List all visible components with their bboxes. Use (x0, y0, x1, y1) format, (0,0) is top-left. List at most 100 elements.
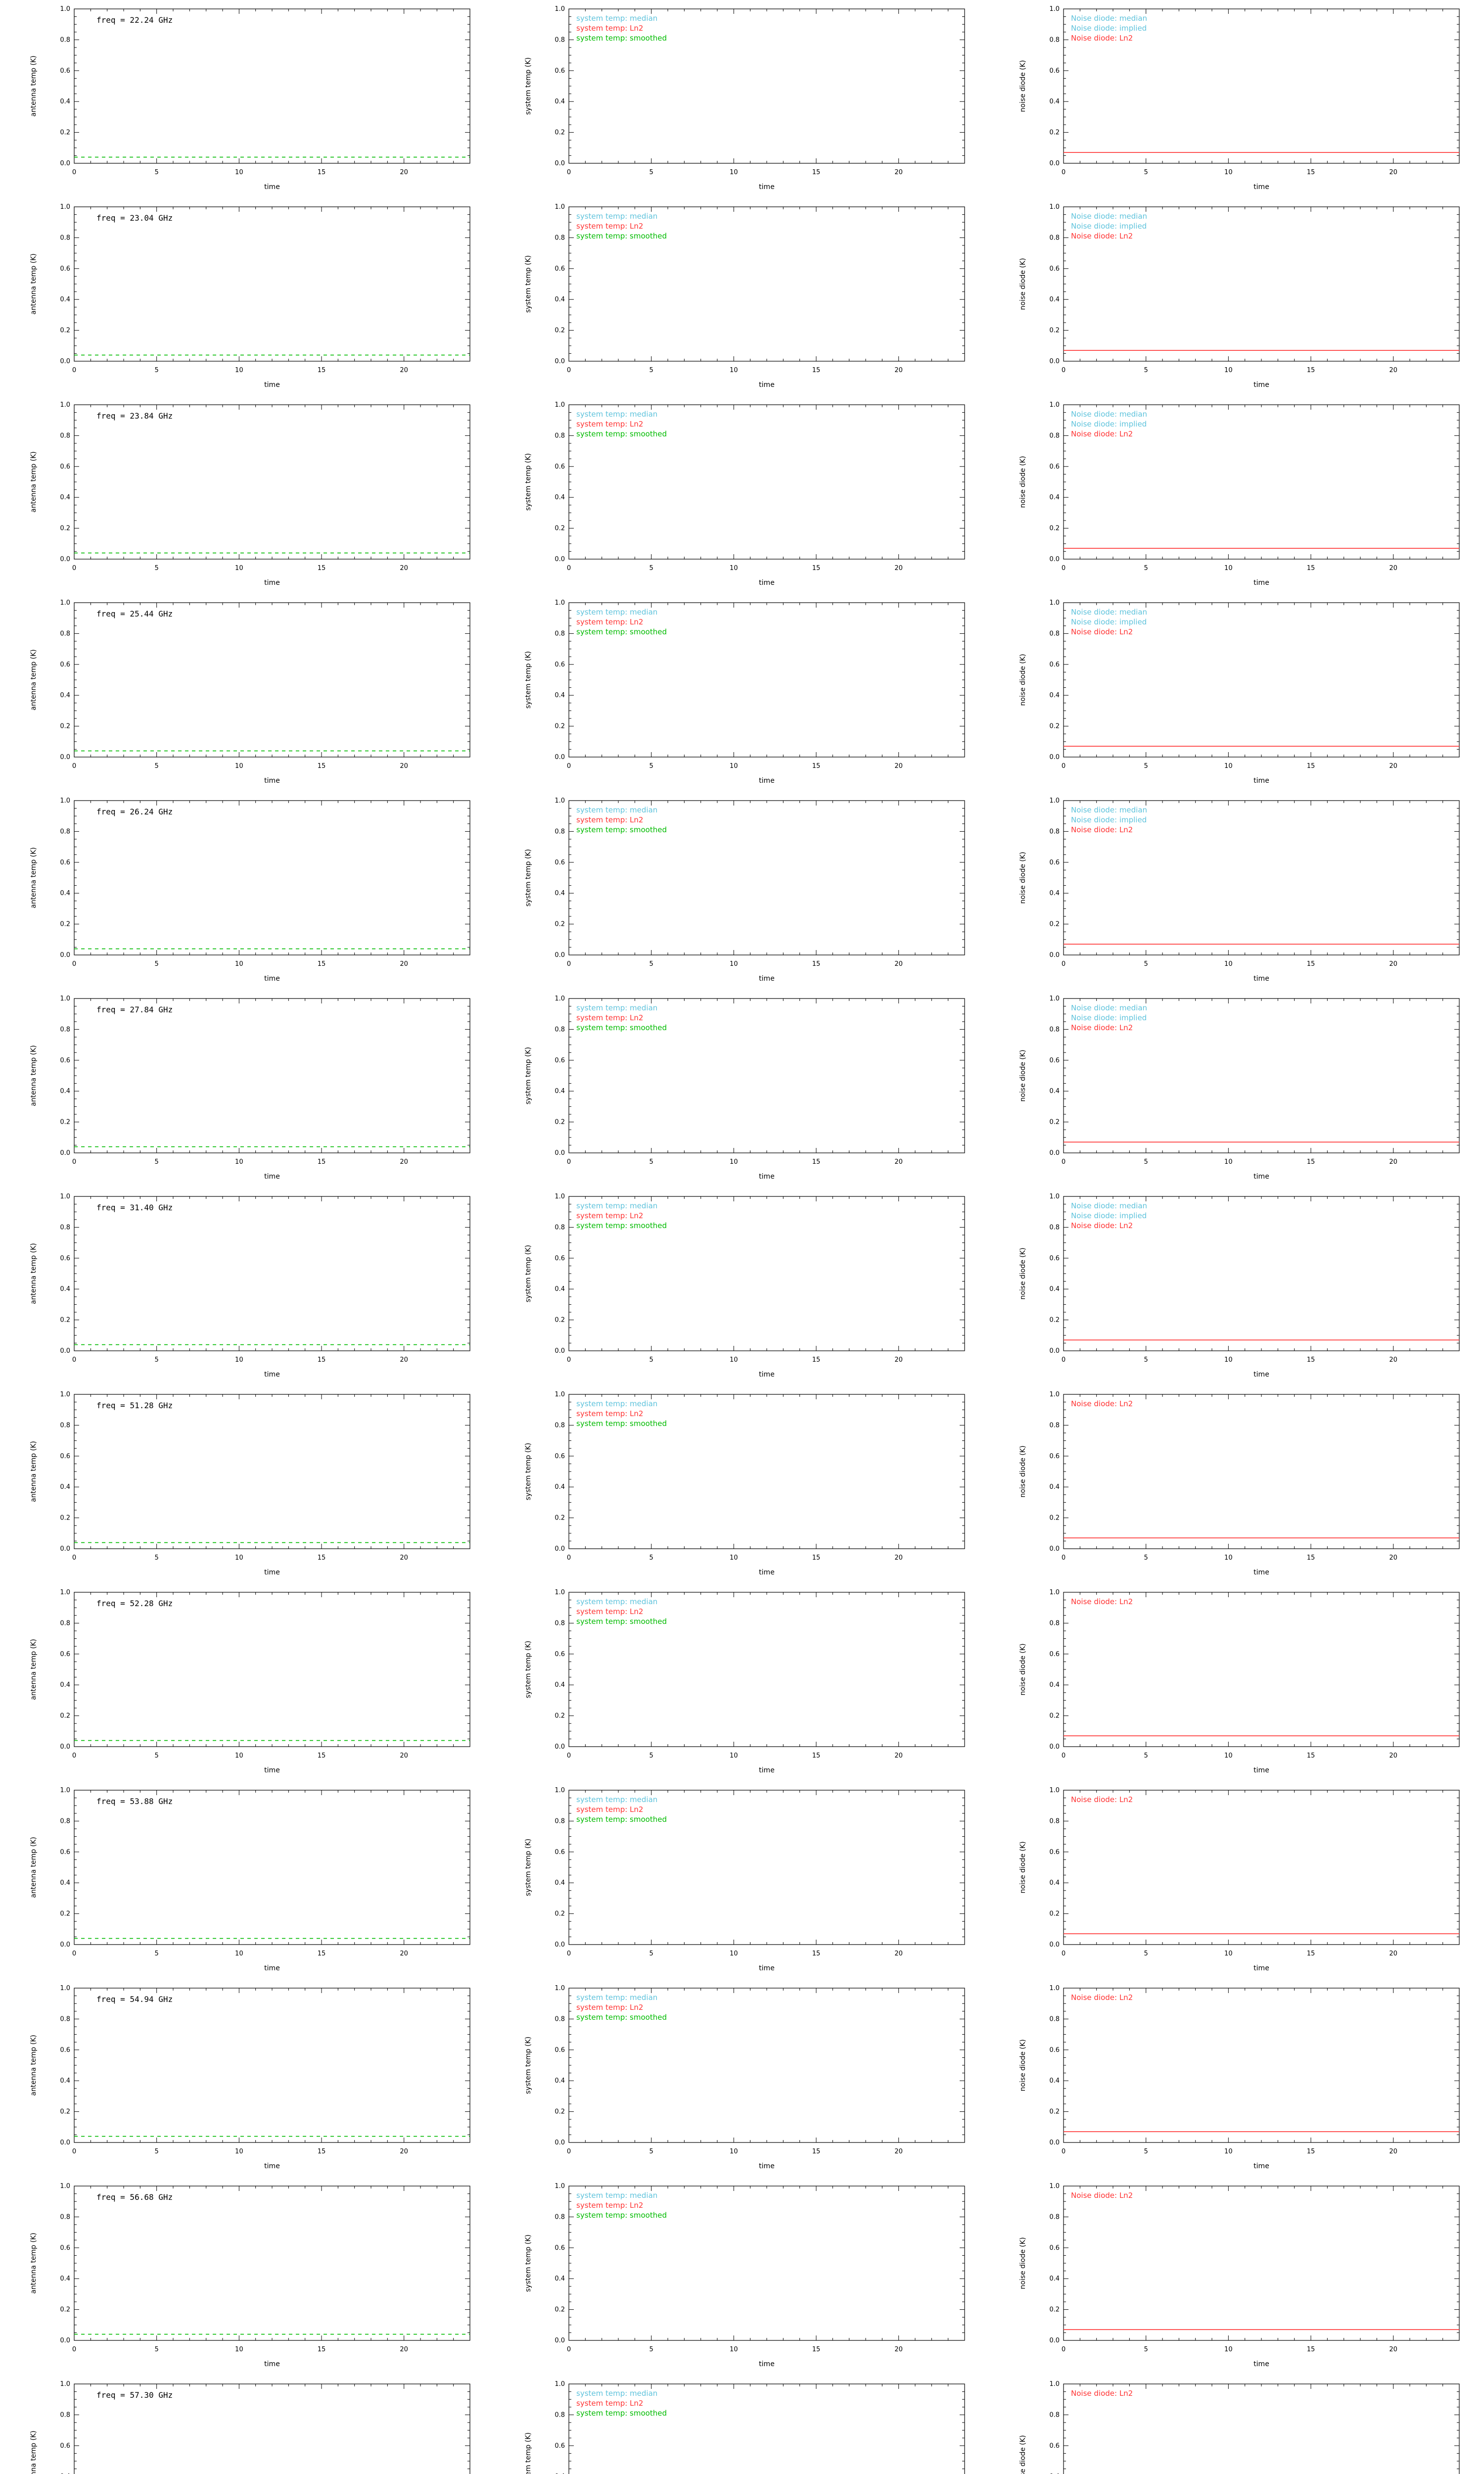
y-axis-label: antenna temp (K) (30, 2430, 38, 2474)
y-tick-label: 0.6 (555, 265, 565, 273)
y-tick-label: 0.6 (555, 2244, 565, 2252)
legend-entry: Noise diode: median (1071, 14, 1147, 23)
y-tick-label: 1.0 (1049, 5, 1060, 13)
plot-cell-middle-row-1: 0 5 10 15 20 0.0 0.2 0.4 0.6 0.8 1.0 system temp (K… (495, 0, 989, 198)
plot-box (1063, 1988, 1460, 2143)
y-axis-label: system temp (K) (524, 1641, 532, 1698)
x-axis-label: time (759, 975, 775, 983)
x-tick-label: 10 (730, 367, 738, 374)
x-tick-label: 15 (318, 1752, 326, 1760)
x-tick-label: 15 (812, 2346, 821, 2353)
freq-label: freq = 51.28 GHz (96, 1401, 173, 1410)
x-tick-label: 0 (1062, 1356, 1066, 1364)
legend-entry: system temp: Ln2 (576, 1211, 643, 1220)
x-tick-label: 5 (1144, 1554, 1148, 1562)
y-tick-label: 0.4 (60, 1483, 70, 1491)
y-tick-label: 1.0 (60, 1985, 70, 1992)
x-tick-label: 20 (894, 960, 903, 968)
y-tick-label: 0.8 (1049, 828, 1060, 835)
x-tick-label: 0 (72, 367, 76, 374)
x-tick-label: 20 (1389, 1554, 1397, 1562)
plot-row-6: 0 5 10 15 20 0.0 0.2 0.4 0.6 0.8 1.0 antenna temp (… (0, 990, 1484, 1188)
y-axis-label: antenna temp (K) (30, 1639, 38, 1700)
y-axis-label: noise diode (K) (1019, 258, 1027, 310)
plot-box (74, 1592, 470, 1747)
plot-left-row-3: 0 5 10 15 20 0.0 0.2 0.4 0.6 0.8 1.0 antenna temp (… (30, 401, 470, 587)
x-tick-label: 5 (1144, 1158, 1148, 1166)
x-tick-label: 5 (155, 565, 159, 572)
x-tick-label: 5 (649, 1752, 653, 1760)
x-axis-label: time (1253, 1766, 1269, 1774)
y-tick-label: 0.2 (1049, 921, 1060, 928)
y-tick-label: 0.8 (1049, 1422, 1060, 1429)
x-tick-label: 0 (72, 1950, 76, 1957)
y-tick-label: 0.6 (555, 661, 565, 668)
y-tick-label: 0.2 (60, 1317, 70, 1324)
plot-box (74, 2383, 470, 2474)
x-tick-label: 5 (1144, 1950, 1148, 1957)
y-tick-label: 0.2 (555, 921, 565, 928)
y-tick-label: 0.2 (1049, 327, 1060, 334)
y-tick-label: 0.2 (60, 723, 70, 730)
y-tick-label: 1.0 (1049, 1589, 1060, 1596)
y-tick-label: 0.8 (555, 1422, 565, 1429)
x-tick-label: 5 (649, 367, 653, 374)
y-axis-label: noise diode (K) (1019, 60, 1027, 112)
x-tick-label: 15 (318, 2148, 326, 2155)
plot-cell-right-row-11: 0 5 10 15 20 0.0 0.2 0.4 0.6 0.8 1.0 noise diode (K… (989, 1979, 1484, 2177)
legend-entry: system temp: Ln2 (576, 815, 643, 824)
x-tick-label: 0 (72, 169, 76, 176)
plot-cell-left-row-4: 0 5 10 15 20 0.0 0.2 0.4 0.6 0.8 1.0 antenna temp (… (0, 594, 495, 792)
plot-cell-right-row-6: 0 5 10 15 20 0.0 0.2 0.4 0.6 0.8 1.0 noise diode (K… (989, 990, 1484, 1188)
plot-left-row-1: 0 5 10 15 20 0.0 0.2 0.4 0.6 0.8 1.0 antenna temp (… (30, 5, 470, 191)
legend-entry: system temp: smoothed (576, 2211, 667, 2220)
y-tick-label: 0.2 (555, 1713, 565, 1720)
y-tick-label: 1.0 (555, 1193, 565, 1200)
y-tick-label: 0.4 (1049, 1681, 1060, 1689)
x-tick-label: 10 (1224, 960, 1233, 968)
x-tick-label: 20 (894, 1554, 903, 1562)
plot-right-row-7: 0 5 10 15 20 0.0 0.2 0.4 0.6 0.8 1.0 noise diode (K… (1019, 1193, 1460, 1379)
legend-entry: Noise diode: implied (1071, 1211, 1147, 1220)
y-tick-label: 0.8 (555, 630, 565, 637)
y-axis-label: antenna temp (K) (30, 55, 38, 117)
x-tick-label: 10 (730, 565, 738, 572)
y-tick-label: 1.0 (1049, 2380, 1060, 2388)
y-tick-label: 0.2 (1049, 2306, 1060, 2314)
plot-row-11: 0 5 10 15 20 0.0 0.2 0.4 0.6 0.8 1.0 antenna temp (… (0, 1979, 1484, 2177)
y-tick-label: 0.4 (555, 1483, 565, 1491)
freq-label: freq = 52.28 GHz (96, 1599, 173, 1608)
y-tick-label: 1.0 (60, 995, 70, 1002)
legend-entry: Noise diode: median (1071, 212, 1147, 221)
plot-box (74, 1988, 470, 2143)
y-tick-label: 0.2 (1049, 1910, 1060, 1918)
freq-label: freq = 23.04 GHz (96, 213, 173, 223)
y-tick-label: 0.2 (1049, 2108, 1060, 2116)
x-axis-label: time (759, 1964, 775, 1972)
x-axis-label: time (759, 381, 775, 389)
y-axis-label: noise diode (K) (1019, 1445, 1027, 1497)
plot-middle-row-10: 0 5 10 15 20 0.0 0.2 0.4 0.6 0.8 1.0 system temp (K… (524, 1787, 965, 1972)
x-tick-label: 10 (235, 1752, 243, 1760)
plot-row-1: 0 5 10 15 20 0.0 0.2 0.4 0.6 0.8 1.0 antenna temp (… (0, 0, 1484, 198)
y-tick-label: 0.6 (1049, 2244, 1060, 2252)
y-tick-label: 1.0 (60, 2183, 70, 2190)
x-tick-label: 20 (894, 1950, 903, 1957)
plot-box (74, 206, 470, 362)
y-tick-label: 0.8 (60, 432, 70, 439)
x-axis-label: time (1253, 183, 1269, 191)
y-tick-label: 0.6 (555, 1255, 565, 1262)
x-tick-label: 0 (567, 1356, 571, 1364)
y-tick-label: 0.6 (1049, 1255, 1060, 1262)
x-tick-label: 0 (1062, 762, 1066, 770)
y-tick-label: 1.0 (1049, 995, 1060, 1002)
legend-entry: Noise diode: median (1071, 806, 1147, 814)
x-tick-label: 20 (894, 2346, 903, 2353)
y-tick-label: 0.6 (1049, 2046, 1060, 2054)
x-tick-label: 5 (649, 960, 653, 968)
x-tick-label: 10 (730, 1554, 738, 1562)
x-axis-label: time (264, 1964, 280, 1972)
x-tick-label: 20 (894, 565, 903, 572)
y-tick-label: 0.2 (1049, 723, 1060, 730)
legend-entry: system temp: smoothed (576, 1617, 667, 1626)
